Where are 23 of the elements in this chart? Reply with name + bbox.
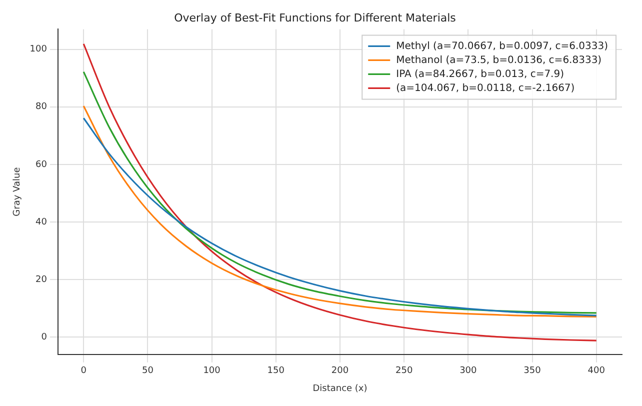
legend-label: Methyl (a=70.0667, b=0.0097, c=6.0333) [396, 40, 608, 52]
y-tick-label: 20 [36, 274, 48, 285]
legend-label: IPA (a=84.2667, b=0.013, c=7.9) [396, 68, 564, 80]
legend-label: (a=104.067, b=0.0118, c=-2.1667) [396, 82, 575, 94]
y-tick-label: 80 [36, 102, 48, 112]
x-tick-label: 350 [524, 366, 542, 376]
x-axis-title: Distance (x) [312, 384, 368, 394]
x-tick-label: 0 [80, 366, 87, 376]
y-tick-label: 100 [30, 44, 48, 55]
line-series [82, 70, 598, 314]
x-tick-label: 300 [460, 366, 478, 376]
x-tick-label: 400 [588, 366, 606, 376]
x-tick-label: 200 [331, 366, 349, 376]
legend-label: Methanol (a=73.5, b=0.0136, c=6.8333) [396, 54, 602, 66]
y-tick-label: 60 [36, 160, 48, 170]
y-axis-title: Gray Value [12, 166, 23, 216]
x-tick-label: 150 [267, 366, 285, 376]
y-tick-label: 0 [41, 332, 48, 342]
x-tick-label: 250 [395, 366, 413, 376]
x-tick-label: 100 [203, 366, 221, 376]
y-tick-label: 40 [36, 217, 48, 228]
chart-title: Overlay of Best-Fit Functions for Different Materials [174, 11, 456, 24]
x-tick-label: 50 [142, 366, 154, 376]
